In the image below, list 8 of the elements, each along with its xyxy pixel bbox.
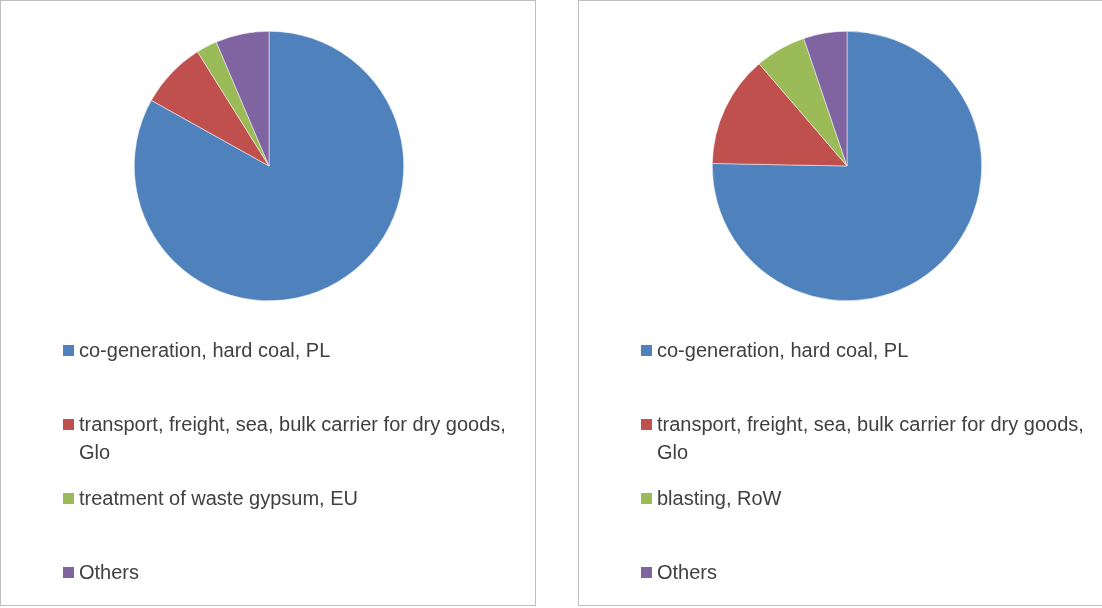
- legend-label: blasting, RoW: [657, 487, 782, 509]
- legend-label: transport, freight, sea, bulk carrier for dry goods, Glo: [657, 413, 1084, 463]
- legend-label: treatment of waste gypsum, EU: [79, 487, 359, 509]
- legend-label: Others: [79, 561, 140, 583]
- legend-label: co-generation, hard coal, PL: [79, 339, 331, 361]
- legend-label: co-generation, hard coal, PL: [657, 339, 909, 361]
- legend-label: transport, freight, sea, bulk carrier for dry goods, Glo: [79, 413, 506, 463]
- legend-label: Others: [657, 561, 718, 583]
